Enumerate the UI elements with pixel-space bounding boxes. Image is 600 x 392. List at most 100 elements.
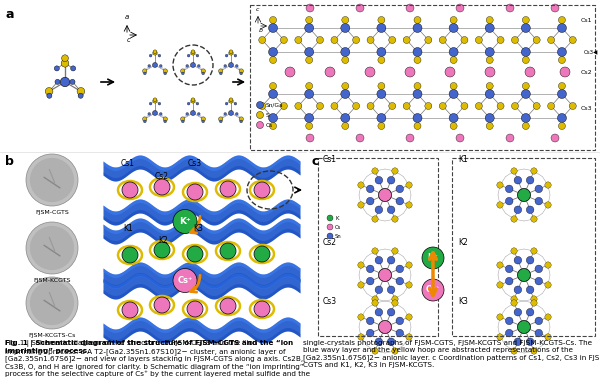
Circle shape (392, 216, 398, 222)
Circle shape (514, 338, 521, 346)
Circle shape (358, 202, 364, 208)
Text: Cs⁺: Cs⁺ (426, 285, 440, 294)
Circle shape (414, 123, 421, 129)
Text: K⁺: K⁺ (179, 217, 191, 226)
Circle shape (461, 36, 468, 44)
Circle shape (148, 65, 151, 67)
Circle shape (559, 56, 565, 64)
Circle shape (377, 89, 386, 98)
Text: Cs1: Cs1 (581, 18, 593, 22)
Circle shape (187, 102, 190, 105)
Circle shape (535, 185, 542, 193)
Circle shape (392, 348, 398, 354)
Circle shape (305, 56, 313, 64)
Circle shape (229, 98, 233, 102)
Circle shape (367, 329, 374, 337)
Circle shape (196, 102, 199, 105)
Circle shape (413, 24, 422, 33)
Circle shape (295, 102, 302, 109)
Circle shape (521, 89, 530, 98)
Circle shape (414, 16, 421, 24)
Circle shape (505, 265, 513, 273)
Circle shape (531, 168, 537, 174)
Circle shape (403, 102, 410, 109)
Circle shape (305, 89, 314, 98)
Circle shape (164, 72, 167, 75)
Circle shape (535, 265, 542, 273)
Circle shape (305, 47, 314, 56)
Circle shape (173, 209, 197, 234)
Circle shape (425, 36, 432, 44)
Circle shape (191, 111, 196, 116)
Circle shape (392, 300, 398, 306)
Circle shape (269, 89, 278, 98)
Circle shape (201, 69, 205, 73)
Circle shape (375, 309, 383, 316)
Circle shape (259, 36, 266, 44)
Circle shape (254, 182, 270, 198)
Circle shape (191, 63, 196, 67)
Circle shape (388, 338, 395, 346)
Circle shape (269, 47, 278, 56)
Text: FJSM-KCGTS: FJSM-KCGTS (33, 278, 71, 283)
Circle shape (505, 197, 513, 205)
Circle shape (525, 67, 535, 77)
Circle shape (122, 247, 138, 263)
Text: Cs2: Cs2 (323, 238, 337, 247)
Circle shape (153, 51, 157, 55)
Circle shape (439, 102, 446, 109)
Circle shape (375, 286, 383, 294)
Circle shape (425, 102, 432, 109)
Text: Fig. 1 | Schematic diagram of the structure of FJSM-CGTS and the “ion
imprinting: Fig. 1 | Schematic diagram of the struct… (5, 340, 310, 377)
Circle shape (269, 16, 277, 24)
Circle shape (372, 216, 378, 222)
Circle shape (331, 102, 338, 109)
Circle shape (280, 102, 287, 109)
Text: K2: K2 (458, 238, 468, 247)
Circle shape (62, 55, 68, 62)
Circle shape (26, 154, 78, 206)
Circle shape (331, 36, 338, 44)
Circle shape (449, 89, 458, 98)
Circle shape (181, 72, 184, 75)
Circle shape (152, 111, 157, 116)
Circle shape (450, 82, 457, 89)
Circle shape (511, 248, 517, 254)
Circle shape (269, 123, 277, 129)
Circle shape (295, 36, 302, 44)
Circle shape (449, 47, 458, 56)
Circle shape (341, 24, 350, 33)
Circle shape (367, 277, 374, 285)
Circle shape (497, 282, 503, 288)
Circle shape (367, 197, 374, 205)
Circle shape (306, 134, 314, 142)
Text: Cs3: Cs3 (581, 105, 593, 111)
Circle shape (535, 277, 542, 285)
Circle shape (406, 262, 412, 268)
Circle shape (545, 182, 551, 188)
Circle shape (26, 222, 78, 274)
Circle shape (375, 176, 383, 184)
Circle shape (485, 114, 494, 123)
Circle shape (511, 300, 517, 306)
Circle shape (523, 16, 529, 24)
Circle shape (181, 120, 184, 123)
Circle shape (406, 134, 414, 142)
Circle shape (317, 102, 323, 109)
Circle shape (187, 301, 203, 317)
Circle shape (358, 282, 364, 288)
Circle shape (143, 120, 146, 123)
Circle shape (523, 123, 529, 129)
Circle shape (367, 265, 374, 273)
Circle shape (389, 102, 396, 109)
Circle shape (485, 47, 494, 56)
Circle shape (396, 185, 404, 193)
Circle shape (202, 120, 205, 123)
Circle shape (356, 134, 364, 142)
Circle shape (413, 114, 422, 123)
Circle shape (26, 277, 78, 329)
Circle shape (181, 69, 185, 73)
Circle shape (414, 82, 421, 89)
Circle shape (164, 120, 167, 123)
Circle shape (77, 87, 85, 95)
